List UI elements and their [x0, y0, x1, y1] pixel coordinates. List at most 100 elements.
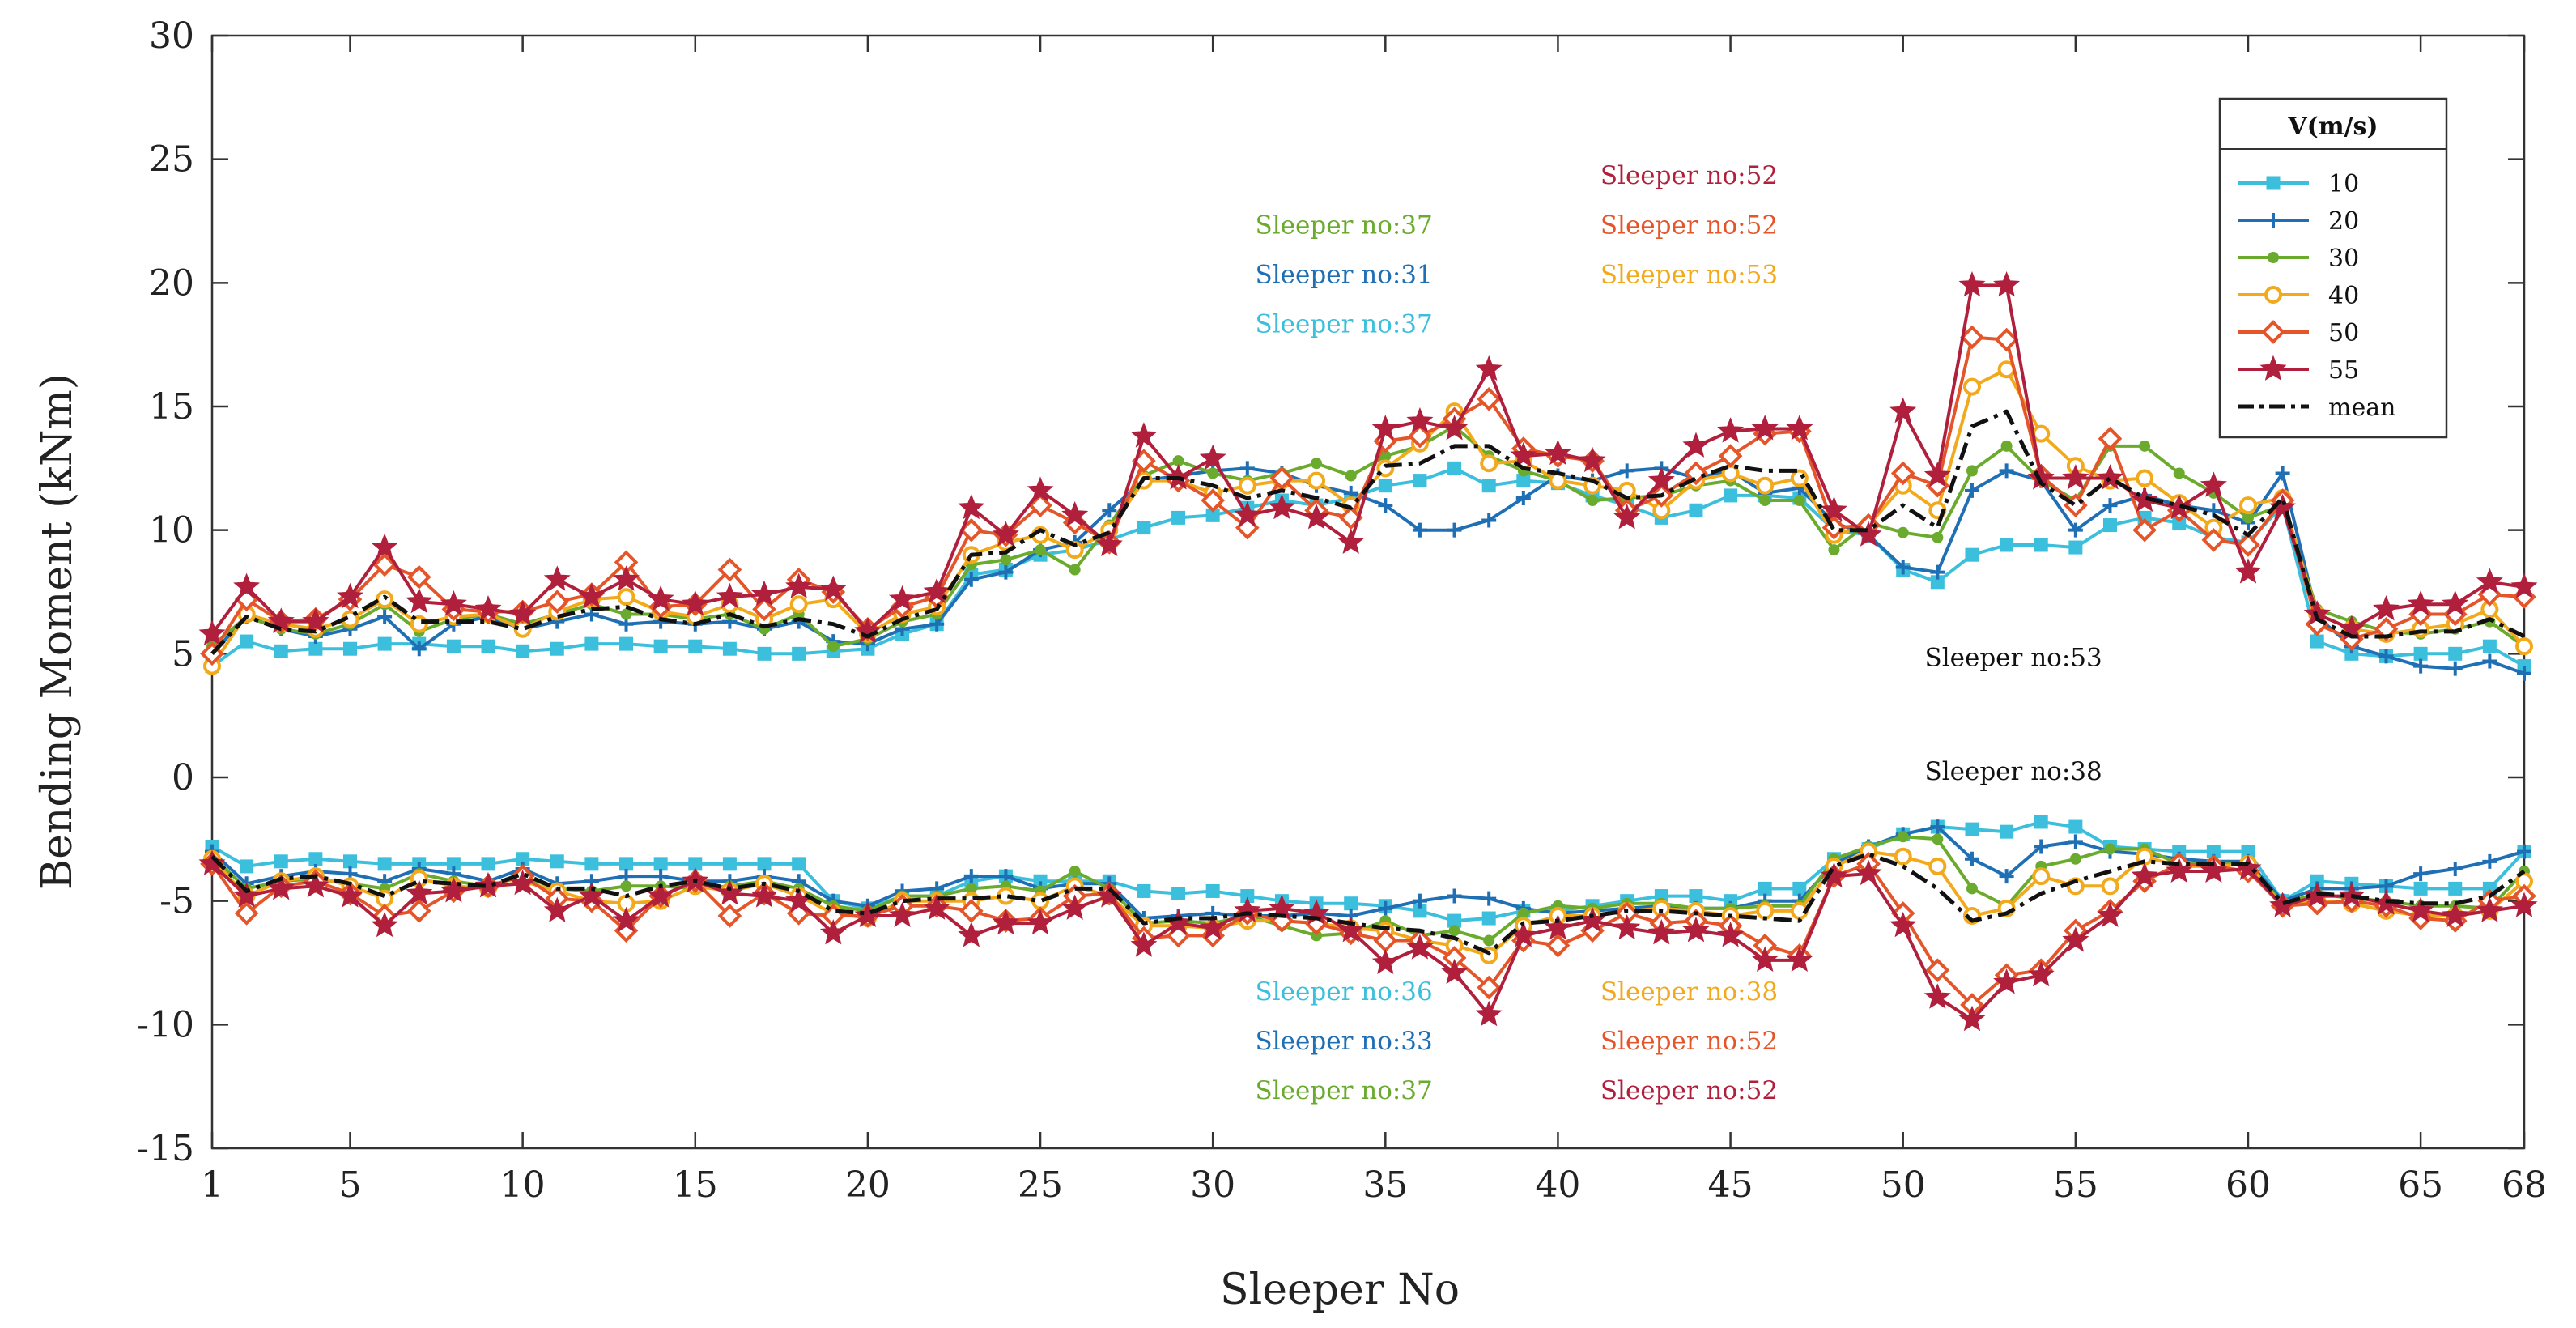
data-point-10: [722, 641, 737, 656]
data-point-55: [2269, 493, 2297, 520]
data-point-10: [2482, 639, 2497, 653]
data-point-55: [233, 882, 261, 908]
data-point-10: [1689, 889, 1703, 904]
data-point-55: [1855, 859, 1882, 886]
data-point-55: [198, 849, 226, 875]
data-point-55: [1682, 432, 1710, 458]
data-point-55: [2062, 926, 2089, 952]
data-point-10: [1481, 479, 1496, 493]
data-point-55: [1544, 913, 1571, 940]
data-point-55: [474, 871, 502, 898]
data-point-30: [1932, 833, 1944, 845]
data-point-30: [1207, 467, 1219, 479]
data-point-30: [1448, 925, 1460, 937]
data-point-20: [1481, 891, 1497, 906]
data-point-55: [440, 590, 467, 616]
data-point-10: [757, 646, 772, 661]
y-tick-label: 30: [149, 15, 194, 57]
y-axis-title: Bending Moment (kNm): [33, 373, 82, 890]
data-point-30: [2069, 853, 2081, 865]
data-point-40: [2032, 424, 2051, 443]
data-point-20: [1964, 851, 1979, 866]
data-point-10: [1792, 881, 1807, 896]
y-tick-label: 20: [149, 262, 194, 304]
data-point-20: [2447, 861, 2463, 876]
data-point-40: [2101, 877, 2119, 896]
data-point-55: [302, 871, 329, 898]
data-point-55: [2510, 892, 2538, 917]
data-point-55: [613, 565, 640, 591]
data-point-55: [1510, 441, 1537, 468]
data-point-20: [1964, 483, 1979, 498]
data-point-55: [2200, 471, 2227, 497]
data-point-20: [2068, 522, 2083, 538]
data-point-50: [1890, 461, 1915, 486]
data-point-55: [1820, 496, 1847, 522]
data-point-10: [2068, 540, 2083, 555]
data-point-55: [337, 882, 363, 908]
data-point-50: [1408, 424, 1432, 449]
x-tick-label: 5: [339, 1164, 362, 1206]
legend-label-mean: mean: [2328, 394, 2395, 422]
legend-marker-40: [2264, 286, 2282, 304]
annotation-label: Sleeper no:33: [1256, 1027, 1433, 1056]
data-point-50: [1338, 505, 1363, 530]
legend-label-55: 55: [2328, 356, 2359, 385]
data-point-10: [584, 636, 599, 651]
data-point-40: [1962, 377, 1981, 396]
data-point-50: [1545, 933, 1571, 958]
annotation-label: Sleeper no:52: [1600, 1076, 1778, 1105]
data-point-55: [1786, 415, 1813, 441]
data-point-20: [1930, 819, 1945, 835]
data-point-20: [1447, 522, 1462, 538]
data-point-55: [1303, 504, 1330, 530]
data-point-55: [1544, 439, 1571, 466]
data-point-10: [619, 857, 634, 871]
data-point-10: [2034, 815, 2048, 829]
data-point-10: [550, 641, 564, 656]
data-point-50: [2201, 528, 2226, 552]
data-point-55: [1371, 948, 1399, 974]
data-point-30: [1828, 544, 1840, 556]
data-point-30: [1000, 554, 1012, 566]
data-point-55: [1958, 1005, 1986, 1032]
data-point-30: [1587, 495, 1599, 507]
data-point-40: [1756, 901, 1775, 920]
data-point-55: [474, 595, 502, 621]
legend-label-40: 40: [2328, 282, 2359, 310]
x-tick-label: 45: [1708, 1164, 1753, 1206]
data-point-50: [234, 901, 259, 926]
data-point-30: [620, 880, 632, 892]
data-point-10: [1481, 911, 1496, 926]
data-point-20: [1999, 869, 2014, 884]
data-point-20: [2068, 834, 2083, 849]
data-point-10: [1171, 887, 1186, 901]
data-point-30: [2242, 512, 2254, 524]
data-point-55: [819, 919, 847, 945]
data-point-10: [240, 634, 254, 649]
data-point-55: [509, 600, 537, 626]
data-point-55: [1475, 355, 1503, 381]
annotation-label: Sleeper no:37: [1256, 309, 1433, 338]
x-tick-label: 25: [1018, 1164, 1063, 1206]
data-point-20: [2413, 658, 2429, 674]
data-point-20: [2102, 498, 2118, 513]
y-tick-label: 5: [172, 633, 194, 675]
data-point-10: [1205, 883, 1220, 898]
data-point-30: [1897, 831, 1909, 843]
legend-title: V(m/s): [2287, 113, 2378, 141]
data-point-55: [2373, 595, 2400, 621]
data-point-55: [1337, 916, 1365, 943]
data-point-55: [371, 533, 398, 560]
data-point-40: [1480, 454, 1498, 473]
data-point-10: [792, 646, 806, 661]
data-point-55: [1199, 913, 1226, 940]
data-point-40: [617, 588, 635, 607]
data-point-55: [1993, 271, 2021, 297]
data-point-20: [2517, 666, 2531, 681]
annotation-label: Sleeper no:52: [1600, 161, 1778, 190]
data-point-55: [2166, 857, 2193, 883]
data-point-55: [198, 619, 226, 645]
